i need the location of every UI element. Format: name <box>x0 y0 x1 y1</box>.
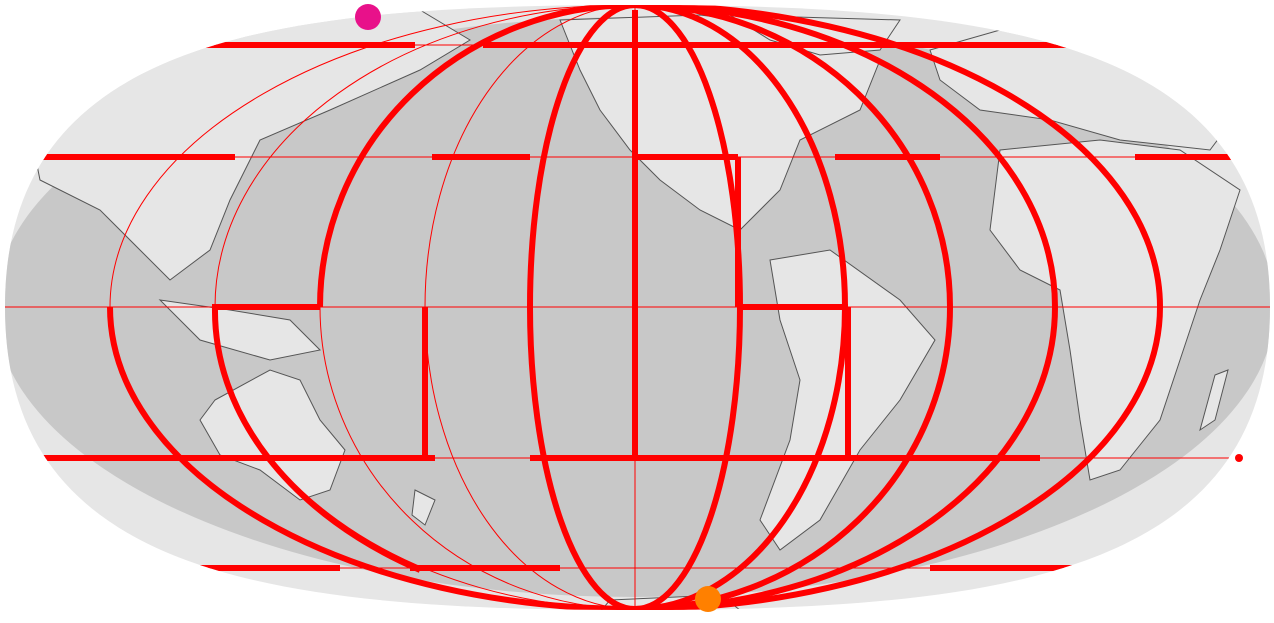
africa <box>989 139 1241 481</box>
land-masses <box>29 9 1241 610</box>
marker <box>1235 454 1243 462</box>
thick-meridian <box>634 5 953 610</box>
marker <box>355 4 381 30</box>
thick-meridian <box>634 5 1163 610</box>
thick-meridian <box>107 306 636 610</box>
new-zealand <box>411 489 436 526</box>
thick-meridian <box>634 5 1058 610</box>
marker <box>695 586 721 612</box>
madagascar <box>1199 369 1229 432</box>
thick-lines <box>30 5 1240 610</box>
thick-meridian <box>317 5 636 308</box>
